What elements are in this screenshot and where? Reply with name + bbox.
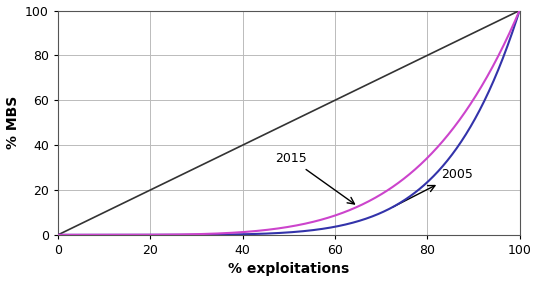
X-axis label: % exploitations: % exploitations — [228, 263, 350, 276]
Text: 2005: 2005 — [393, 168, 473, 207]
Y-axis label: % MBS: % MBS — [5, 96, 19, 149]
Text: 2015: 2015 — [275, 152, 354, 204]
